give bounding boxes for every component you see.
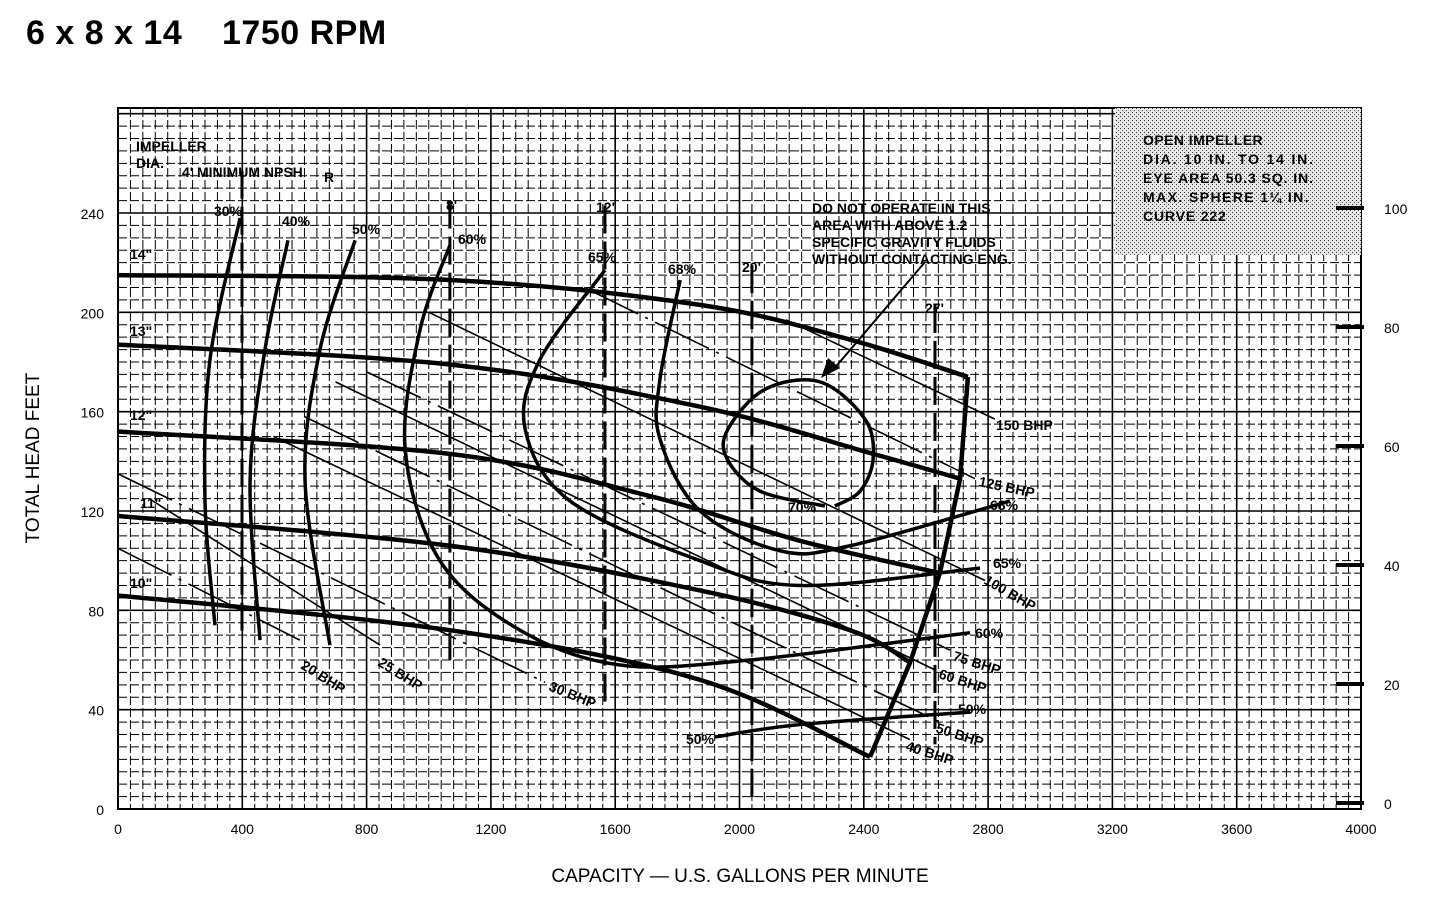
efficiency-curve xyxy=(402,244,971,669)
x-tick-label: 3200 xyxy=(1097,821,1128,837)
efficiency-label: 60% xyxy=(975,625,1004,641)
x-tick-label: 2800 xyxy=(973,821,1004,837)
dia-label: DIA. xyxy=(136,155,164,171)
y2-tick-label: 0 xyxy=(1384,796,1392,812)
npsh-line-label: 20' xyxy=(742,259,761,275)
y-tick-label: 200 xyxy=(81,305,105,321)
bhp-line xyxy=(273,435,911,741)
bhp-label: 50 BHP xyxy=(934,720,986,750)
efficiency-curve xyxy=(714,710,971,739)
info-box xyxy=(1115,108,1361,255)
efficiency-label: 70% xyxy=(788,499,817,515)
y2-tick-label: 20 xyxy=(1384,677,1400,693)
efficiency-label: 65% xyxy=(588,249,617,265)
efficiency-curve xyxy=(521,269,981,588)
bhp-line xyxy=(304,415,946,726)
x-tick-label: 800 xyxy=(355,821,379,837)
info-box-line: MAX. SPHERE 1¼ IN. xyxy=(1143,189,1309,205)
x-tick-label: 1200 xyxy=(475,821,506,837)
x-tick-label: 3600 xyxy=(1221,821,1252,837)
y-tick-label: 160 xyxy=(81,405,105,421)
warning-arrowhead xyxy=(821,358,840,378)
npsh-line-label: 27' xyxy=(925,300,944,316)
y2-tick-label: 40 xyxy=(1384,558,1400,574)
x-axis-title: CAPACITY — U.S. GALLONS PER MINUTE xyxy=(551,866,928,887)
y-tick-label: 80 xyxy=(88,603,104,619)
chart-title: 6 x 8 x 14 1750 RPM xyxy=(26,14,387,52)
x-tick-label: 0 xyxy=(114,821,122,837)
x-tick-label: 1600 xyxy=(600,821,631,837)
warning-arrow-line xyxy=(832,261,926,371)
info-box-line: DIA. 10 IN. TO 14 IN. xyxy=(1143,151,1313,167)
efficiency-label: 30% xyxy=(214,203,243,219)
y2-tick-label: 80 xyxy=(1384,320,1400,336)
impeller-diameter-label: 12" xyxy=(130,407,152,423)
warning-text: SPECIFIC GRAVITY FLUIDS xyxy=(812,234,996,250)
y2-tick-label: 60 xyxy=(1384,439,1400,455)
impeller-diameter-label: 11" xyxy=(140,495,161,511)
npsh-subscript: R xyxy=(324,169,334,185)
x-tick-label: 2400 xyxy=(848,821,879,837)
x-tick-label: 400 xyxy=(231,821,255,837)
bhp-label: 100 BHP xyxy=(982,572,1039,614)
efficiency-curve xyxy=(721,378,876,508)
info-box-line: CURVE 222 xyxy=(1143,208,1226,224)
efficiency-curve xyxy=(248,239,290,641)
head-curve xyxy=(117,593,871,759)
impeller-label: IMPELLER xyxy=(136,138,207,154)
x-tick-label: 4000 xyxy=(1345,821,1376,837)
info-box-line: EYE AREA 50.3 SQ. IN. xyxy=(1143,170,1313,186)
efficiency-label: 50% xyxy=(958,701,987,717)
bhp-line xyxy=(335,381,936,671)
warning-text: DO NOT OPERATE IN THIS xyxy=(812,200,991,216)
plot-frame xyxy=(117,107,1362,810)
head-curve xyxy=(117,272,969,380)
y-axis-title: TOTAL HEAD FEET xyxy=(23,372,44,543)
info-box-line: OPEN IMPELLER xyxy=(1143,132,1263,148)
y-tick-label: 0 xyxy=(96,802,104,818)
bhp-label: 40 BHP xyxy=(904,738,956,768)
warning-text: AREA WITH ABOVE 1.2 xyxy=(812,217,968,233)
y-tick-label: 120 xyxy=(81,504,105,520)
efficiency-label: 65% xyxy=(993,555,1022,571)
efficiency-label: 68% xyxy=(990,497,1019,513)
efficiency-curve xyxy=(202,217,242,626)
efficiency-label: 60% xyxy=(458,231,487,247)
impeller-diameter-label: 10" xyxy=(130,575,152,591)
bhp-label: 150 BHP xyxy=(996,417,1053,433)
efficiency-curve xyxy=(303,239,357,646)
warning-text: WITHOUT CONTACTING ENG. xyxy=(812,251,1012,267)
y-tick-label: 240 xyxy=(81,206,105,222)
impeller-diameter-label: 13" xyxy=(130,323,152,339)
bhp-line xyxy=(366,371,951,651)
y-tick-label: 40 xyxy=(88,703,104,719)
y2-tick-label: 100 xyxy=(1384,201,1408,217)
efficiency-curve xyxy=(654,279,1011,556)
bhp-line xyxy=(117,547,301,641)
head-curve xyxy=(117,429,941,576)
bhp-label: 30 BHP xyxy=(547,678,598,711)
efficiency-label: 50% xyxy=(686,731,715,747)
x-tick-label: 2000 xyxy=(724,821,755,837)
npsh-line-label: 12' xyxy=(596,199,615,215)
npsh-line-label: 8' xyxy=(446,197,457,213)
bhp-label: 20 BHP xyxy=(298,657,348,697)
head-curve xyxy=(117,513,912,665)
bhp-line xyxy=(117,473,546,684)
efficiency-label: 68% xyxy=(668,261,697,277)
efficiency-label: 40% xyxy=(282,213,311,229)
efficiency-label: 50% xyxy=(352,221,381,237)
bhp-line xyxy=(785,319,996,420)
grid xyxy=(117,108,1362,810)
impeller-diameter-label: 14" xyxy=(130,246,152,262)
